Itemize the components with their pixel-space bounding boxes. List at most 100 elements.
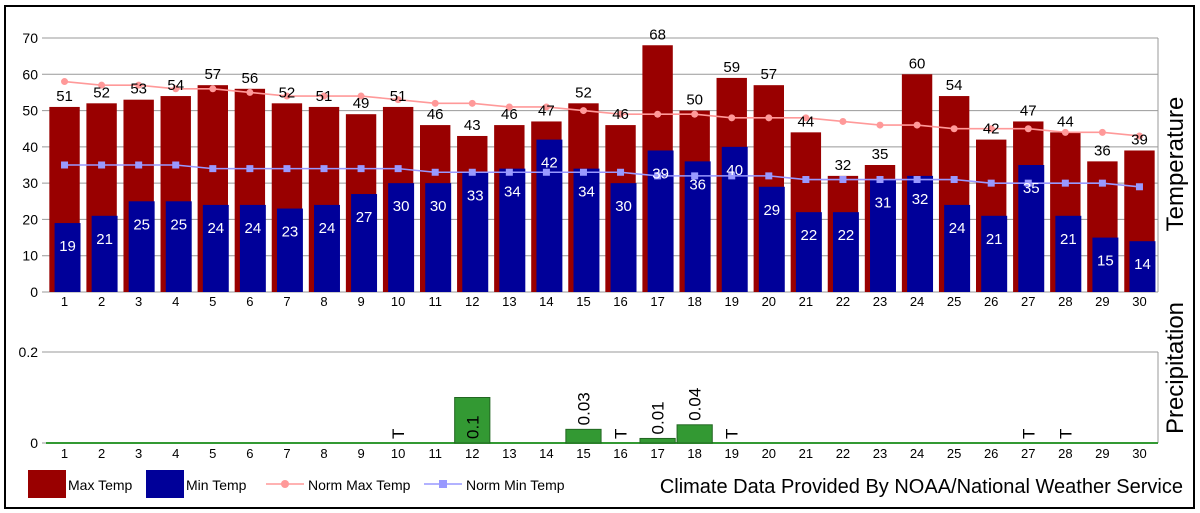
max-temp-value-label: 52	[575, 84, 592, 101]
precipitation-x-tick-label: 29	[1095, 446, 1109, 461]
normal-temp-lines: 51 52 53 54 57 56 52 51 49 51 46 43 46 47 52 46 68 50 59 57…	[56, 26, 1151, 273]
min-temp-bar	[425, 183, 452, 292]
min-temp-value-label: 34	[504, 184, 521, 201]
max-temp-value-label: 52	[279, 84, 296, 101]
precipitation-value-label: T	[612, 429, 631, 439]
precipitation-y-ticks: 00.2	[19, 344, 39, 451]
norm-max-temp-line	[64, 80, 1140, 137]
temperature-x-tick-label: 14	[539, 294, 553, 309]
min-temp-bar	[1129, 241, 1156, 292]
norm-min-temp-point	[876, 176, 884, 184]
norm-max-temp-point	[1024, 125, 1032, 133]
min-temp-value-label: 24	[207, 220, 224, 237]
min-temp-bar	[721, 146, 748, 292]
temperature-x-tick-label: 6	[246, 294, 253, 309]
norm-max-temp-point	[839, 117, 847, 125]
min-temp-bar	[202, 204, 229, 292]
temperature-x-tick-label: 1	[61, 294, 68, 309]
norm-max-temp-point	[283, 92, 291, 100]
norm-min-temp-point	[394, 165, 402, 173]
legend-label: Norm Max Temp	[308, 477, 411, 493]
norm-min-temp-point	[1098, 179, 1106, 187]
norm-max-temp-point	[61, 78, 69, 86]
max-temp-value-label: 57	[204, 66, 221, 83]
max-temp-value-label: 39	[1131, 131, 1148, 148]
max-temp-value-label: 54	[167, 77, 184, 94]
min-temp-value-label: 30	[393, 198, 410, 215]
max-temp-value-label: 46	[427, 106, 444, 123]
norm-min-temp-point	[1061, 179, 1069, 187]
min-temp-value-label: 35	[1023, 180, 1040, 197]
norm-min-temp-point	[617, 168, 625, 176]
precipitation-value-label: 0.04	[686, 388, 705, 421]
norm-max-temp-point	[320, 92, 328, 100]
temperature-y-tick-label: 50	[22, 103, 38, 119]
temperature-x-tick-label: 25	[947, 294, 961, 309]
temperature-x-tick-label: 2	[98, 294, 105, 309]
temperature-x-tick-label: 24	[910, 294, 924, 309]
precipitation-x-tick-label: 27	[1021, 446, 1035, 461]
max-temp-value-label: 54	[946, 77, 963, 94]
min-temp-value-label: 19	[59, 238, 76, 255]
min-temp-bar	[388, 183, 415, 292]
temperature-x-tick-label: 9	[357, 294, 364, 309]
precipitation-x-tick-label: 19	[724, 446, 738, 461]
temperature-y-ticks: 0 10 20 30 40 50 60 70	[22, 30, 38, 300]
precipitation-x-tick-label: 7	[283, 446, 290, 461]
precipitation-x-tick-label: 6	[246, 446, 253, 461]
norm-max-temp-point	[802, 114, 810, 122]
precipitation-y-tick-label: 0.2	[19, 344, 39, 360]
precipitation-value-label: 0.1	[463, 415, 482, 439]
min-temp-value-label: 21	[1060, 231, 1077, 248]
norm-max-temp-point	[542, 103, 550, 111]
min-temp-value-label: 42	[541, 155, 558, 172]
precipitation-x-tick-label: 9	[357, 446, 364, 461]
min-temp-bar	[832, 212, 859, 292]
max-temp-value-label: 47	[1020, 102, 1037, 119]
min-temp-value-label: 36	[689, 176, 706, 193]
min-temp-bar	[1092, 237, 1119, 292]
norm-min-temp-point	[172, 161, 180, 169]
max-temp-value-label: 51	[56, 88, 73, 105]
norm-max-temp-point	[1135, 132, 1143, 140]
min-temp-bar	[573, 168, 600, 292]
temperature-y-tick-label: 10	[22, 248, 38, 264]
precipitation-value-label: 0.03	[574, 392, 593, 425]
temperature-x-tick-label: 18	[687, 294, 701, 309]
credit-text: Climate Data Provided By NOAA/National W…	[660, 476, 1183, 498]
precipitation-x-tick-label: 23	[873, 446, 887, 461]
max-temp-value-label: 59	[723, 59, 740, 76]
norm-max-temp-point	[394, 96, 402, 104]
temperature-x-tick-label: 27	[1021, 294, 1035, 309]
norm-min-temp-point	[98, 161, 106, 169]
precipitation-x-tick-label: 22	[836, 446, 850, 461]
max-temp-value-label: 50	[686, 92, 703, 109]
precipitation-x-tick-label: 15	[576, 446, 590, 461]
temperature-y-tick-label: 60	[22, 66, 38, 82]
temperature-x-tick-label: 11	[428, 294, 442, 309]
temperature-x-tick-label: 19	[724, 294, 738, 309]
precipitation-bar	[639, 437, 676, 444]
min-temp-value-label: 22	[838, 227, 855, 244]
norm-max-temp-point	[98, 81, 106, 89]
min-temp-bar	[944, 204, 971, 292]
precipitation-bars: T 0.1 0.03 T 0.01 0.04 T T T	[389, 388, 1075, 444]
norm-min-temp-point	[765, 172, 773, 180]
max-temp-value-label: 42	[983, 121, 1000, 138]
temperature-x-tick-label: 7	[283, 294, 290, 309]
legend-swatch	[28, 470, 66, 498]
temperature-x-tick-label: 15	[576, 294, 590, 309]
temperature-x-tick-label: 8	[320, 294, 327, 309]
legend-swatch	[146, 470, 184, 498]
temperature-x-tick-label: 20	[762, 294, 776, 309]
precipitation-y-tick-label: 0	[30, 435, 38, 451]
temperature-x-tick-label: 30	[1132, 294, 1146, 309]
min-temp-value-label: 25	[170, 216, 187, 233]
norm-min-temp-point	[431, 168, 439, 176]
min-temp-bar	[499, 168, 526, 292]
max-temp-value-label: 49	[353, 95, 370, 112]
precipitation-x-tick-label: 25	[947, 446, 961, 461]
temperature-x-ticks: 1 2 3 4 5 6 7 8 9 10 11 12 13 14 15 16 17 18 19 20 21 22 23 24 2…	[61, 294, 1147, 309]
precipitation-x-tick-label: 1	[61, 446, 68, 461]
min-temp-value-label: 25	[133, 216, 150, 233]
